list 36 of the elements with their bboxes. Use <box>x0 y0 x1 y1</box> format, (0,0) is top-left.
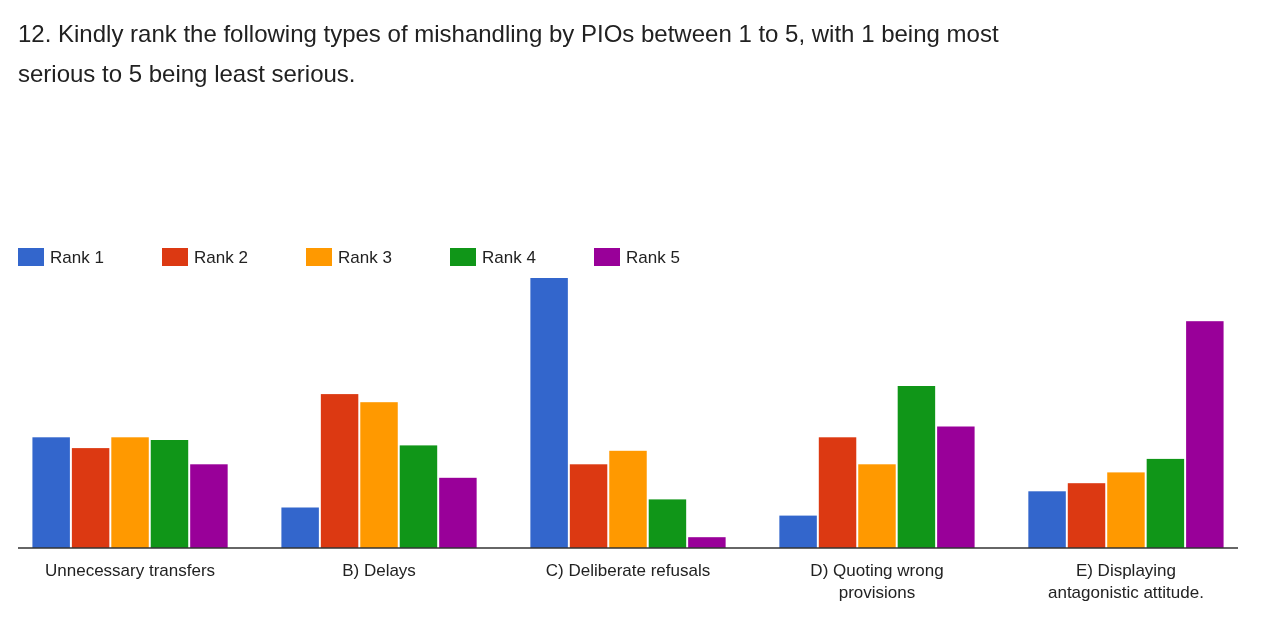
x-tick-label: E) Displaying antagonistic attitude. <box>1047 561 1204 602</box>
chart-title: 12. Kindly rank the following types of mishandling by PIOs between 1 to 5, with 1 being most serious to 5 being least serious. <box>18 20 999 87</box>
x-tick-label: B) Delays <box>342 561 416 580</box>
bar <box>111 437 149 548</box>
legend-label: Rank 2 <box>194 248 248 267</box>
bar <box>281 507 319 548</box>
x-tick-label: D) Quoting wrong provisions <box>810 561 944 602</box>
bar <box>320 394 359 548</box>
bar <box>897 386 936 548</box>
x-tick-label: Unnecessary transfers <box>45 561 216 580</box>
bar <box>439 477 477 548</box>
bar <box>779 515 817 548</box>
bar <box>32 437 70 548</box>
bar <box>190 464 228 548</box>
bar <box>937 426 975 548</box>
bar <box>609 450 647 548</box>
legend-label: Rank 3 <box>338 248 392 267</box>
bar <box>150 440 189 548</box>
bar <box>818 437 857 548</box>
bar <box>1186 321 1224 548</box>
x-tick-label: C) Deliberate refusals <box>545 561 711 580</box>
bar <box>530 278 568 548</box>
bar <box>1107 472 1145 548</box>
bar <box>71 448 110 548</box>
bar <box>399 445 438 548</box>
bar <box>648 499 687 548</box>
bar <box>1067 483 1106 548</box>
legend-label: Rank 5 <box>626 248 680 267</box>
bar <box>1146 458 1185 548</box>
bar <box>569 464 608 548</box>
bar <box>688 537 726 548</box>
legend-label: Rank 1 <box>50 248 104 267</box>
bar <box>858 464 896 548</box>
bar <box>360 402 398 548</box>
legend-label: Rank 4 <box>482 248 536 267</box>
bar <box>1028 491 1066 548</box>
